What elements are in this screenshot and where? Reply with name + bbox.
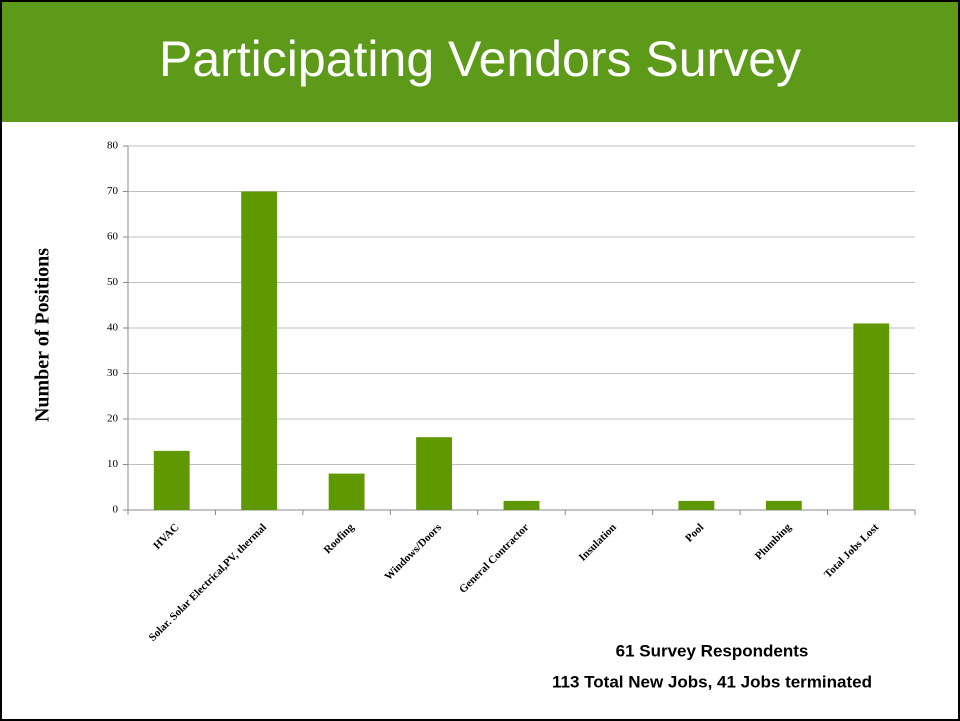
y-axis-label: Number of Positions [32, 248, 54, 422]
y-tick-label: 40 [107, 322, 119, 334]
bar [241, 191, 278, 510]
header-band [2, 2, 958, 122]
y-tick-label: 30 [107, 367, 119, 379]
bar [678, 500, 715, 510]
y-tick-label: 20 [107, 413, 119, 425]
bar [153, 450, 190, 510]
bar [853, 323, 890, 510]
y-tick-label: 10 [107, 458, 119, 470]
chart-title: Participating Vendors Survey [159, 31, 801, 87]
bar [416, 437, 452, 510]
y-tick-label: 0 [113, 504, 119, 516]
annotation: 113 Total New Jobs, 41 Jobs terminated [552, 672, 872, 691]
bar [328, 473, 365, 510]
y-tick-label: 70 [107, 185, 119, 197]
annotation: 61 Survey Respondents [616, 641, 809, 660]
bar [503, 500, 540, 510]
y-tick-label: 50 [107, 276, 119, 288]
y-tick-label: 60 [107, 231, 119, 243]
bar [765, 500, 802, 510]
y-tick-label: 80 [107, 140, 119, 152]
